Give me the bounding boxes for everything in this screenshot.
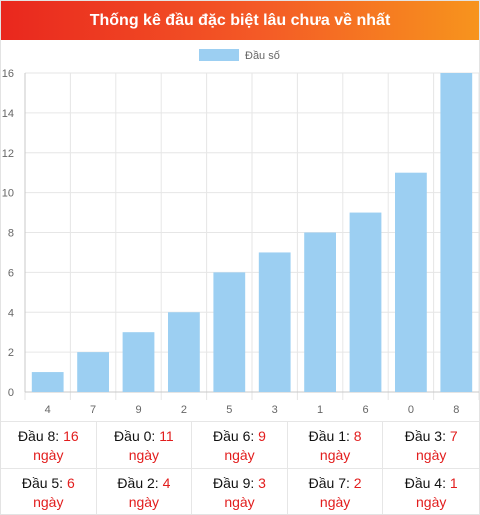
stat-cell: Đầu 5: 6 ngày (1, 468, 97, 514)
stat-label: Đầu 1: (308, 428, 350, 444)
stat-unit: ngày (319, 494, 351, 510)
stat-cell: Đầu 7: 2 ngày (287, 468, 384, 514)
stat-value: 11 (159, 428, 174, 444)
stat-value: 8 (353, 428, 362, 444)
stat-unit: ngày (416, 494, 447, 510)
y-tick-label: 4 (8, 307, 14, 319)
stat-unit: ngày (33, 447, 64, 463)
widget-title: Thống kê đầu đặc biệt lâu chưa về nhất (1, 1, 479, 40)
y-tick-label: 6 (8, 267, 14, 279)
stat-cell: Đầu 6: 9 ngày (192, 421, 288, 468)
y-tick-label: 12 (2, 148, 14, 160)
stat-label: Đầu 4: (404, 475, 446, 491)
x-tick-label: 4 (45, 404, 51, 416)
stat-unit: ngày (319, 447, 351, 463)
stat-label: Đầu 3: (404, 428, 446, 444)
stat-label: Đầu 2: (117, 475, 159, 491)
bar (213, 272, 246, 392)
x-tick-label: 5 (226, 404, 232, 416)
stat-value: 4 (162, 475, 171, 491)
y-tick-label: 8 (8, 228, 14, 240)
stat-cell: Đầu 9: 3 ngày (192, 468, 288, 514)
stat-unit: ngày (128, 494, 160, 510)
bar (258, 252, 291, 392)
stat-value: 1 (449, 475, 458, 491)
y-tick-label: 2 (8, 347, 14, 359)
stat-unit: ngày (33, 494, 64, 510)
y-tick-label: 16 (2, 68, 14, 80)
bar (440, 73, 473, 392)
stat-unit: ngày (224, 447, 255, 463)
bar (349, 212, 382, 392)
x-tick-label: 6 (362, 404, 368, 416)
stat-value: 9 (258, 428, 266, 444)
legend-label: Đầu số (245, 50, 280, 62)
stat-unit: ngày (128, 447, 160, 463)
bar (77, 352, 109, 392)
stat-cell: Đầu 3: 7 ngày (383, 421, 479, 468)
y-tick-label: 10 (2, 188, 14, 200)
stat-label: Đầu 7: (308, 475, 350, 491)
stat-value: 16 (63, 428, 79, 444)
legend-swatch (199, 49, 239, 61)
stats-table: Đầu 8: 16 ngày Đầu 0: 11 ngày Đầu 6: 9 ngày… (1, 421, 479, 514)
x-tick-label: 9 (135, 404, 141, 416)
stat-unit: ngày (224, 494, 255, 510)
stat-label: Đầu 0: (114, 428, 156, 444)
x-tick-label: 2 (181, 404, 187, 416)
stat-cell: Đầu 1: 8 ngày (287, 421, 384, 468)
stat-label: Đầu 6: (213, 428, 255, 444)
stat-value: 6 (66, 475, 75, 491)
bar (304, 232, 336, 392)
x-tick-label: 8 (453, 404, 459, 416)
stat-cell: Đầu 2: 4 ngày (96, 468, 193, 514)
bar (168, 312, 200, 392)
bar (122, 332, 155, 392)
stat-cell: Đầu 4: 1 ngày (383, 468, 479, 514)
x-tick-label: 7 (90, 404, 96, 416)
bar (31, 372, 64, 392)
stat-value: 2 (353, 475, 362, 491)
stat-label: Đầu 5: (21, 475, 64, 491)
y-tick-label: 0 (8, 387, 14, 399)
y-tick-label: 14 (2, 108, 14, 120)
bar (395, 172, 427, 392)
stat-label: Đầu 8: (17, 428, 60, 444)
stat-cell: Đầu 0: 11 ngày (96, 421, 193, 468)
stat-unit: ngày (416, 447, 447, 463)
stat-value: 3 (258, 475, 266, 491)
x-tick-label: 0 (408, 404, 414, 416)
x-tick-label: 3 (272, 404, 278, 416)
stat-cell: Đầu 8: 16 ngày (1, 421, 97, 468)
x-tick-label: 1 (317, 404, 323, 416)
stat-label: Đầu 9: (213, 475, 255, 491)
stat-value: 7 (449, 428, 458, 444)
